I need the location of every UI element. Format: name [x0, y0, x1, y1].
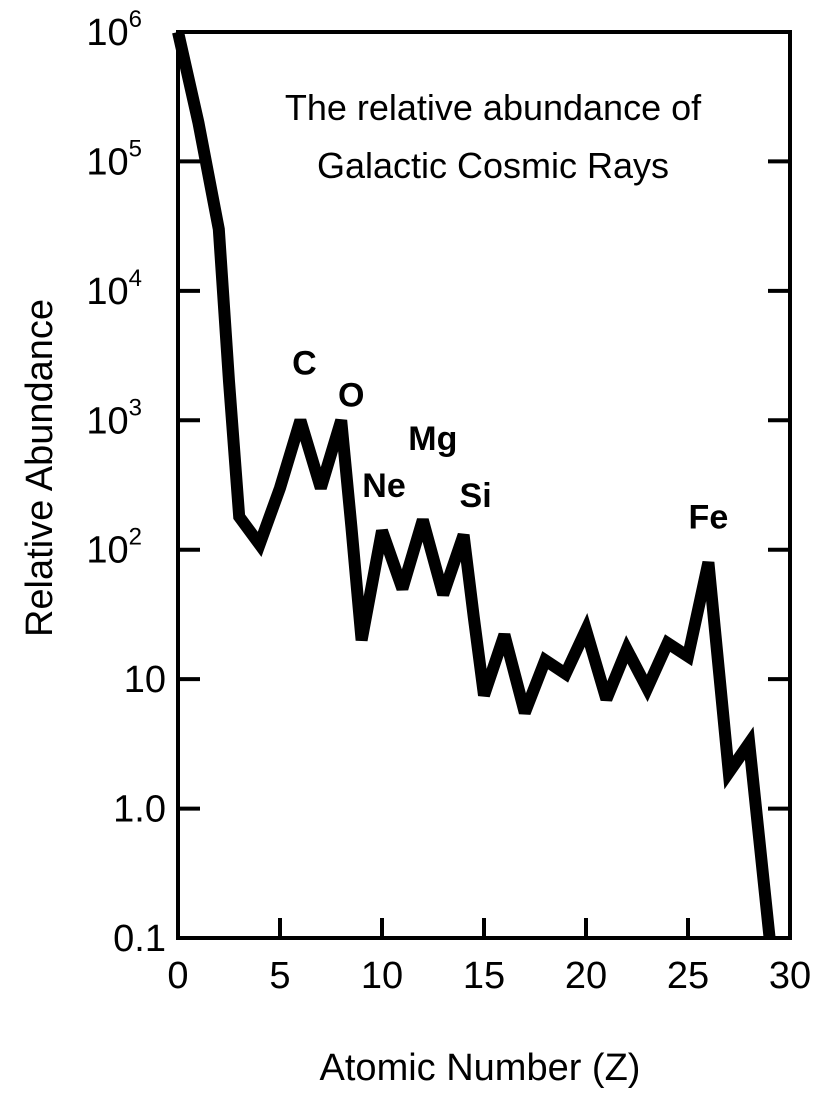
- y-axis-ticks: 106 105 104 103 102 10 1.0 0.1: [86, 6, 790, 960]
- x-axis-title: Atomic Number (Z): [320, 1047, 641, 1089]
- x-tick-label: 10: [361, 955, 403, 997]
- y-tick-label: 105: [86, 135, 142, 183]
- x-tick-label: 25: [667, 955, 709, 997]
- element-label-mg: Mg: [408, 420, 457, 458]
- element-label-fe: Fe: [689, 498, 729, 536]
- y-tick-label: 1.0: [113, 789, 166, 831]
- y-axis-title: Relative Abundance: [19, 299, 61, 637]
- element-label-si: Si: [460, 477, 492, 515]
- element-label-o: O: [338, 376, 364, 414]
- data-series: [172, 30, 776, 939]
- y-tick-label: 104: [86, 265, 142, 313]
- x-tick-label: 20: [565, 955, 607, 997]
- y-tick-label: 106: [86, 6, 142, 54]
- x-axis-ticks: 0 5 10 15 20 25 30: [167, 918, 811, 997]
- chart-title: The relative abundance of Galactic Cosmi…: [285, 87, 702, 186]
- x-tick-label: 0: [167, 955, 188, 997]
- chart-title-line-1: The relative abundance of: [285, 87, 702, 128]
- y-tick-label: 10: [124, 659, 166, 701]
- y-tick-label: 0.1: [113, 918, 166, 960]
- chart-title-line-2: Galactic Cosmic Rays: [317, 145, 669, 186]
- abundance-line: [172, 30, 776, 939]
- x-tick-label: 5: [269, 955, 290, 997]
- element-label-ne: Ne: [362, 467, 405, 505]
- element-label-c: C: [292, 344, 317, 382]
- y-tick-label: 103: [86, 394, 142, 442]
- y-tick-label: 102: [86, 524, 142, 572]
- x-tick-label: 30: [769, 955, 811, 997]
- x-tick-label: 15: [463, 955, 505, 997]
